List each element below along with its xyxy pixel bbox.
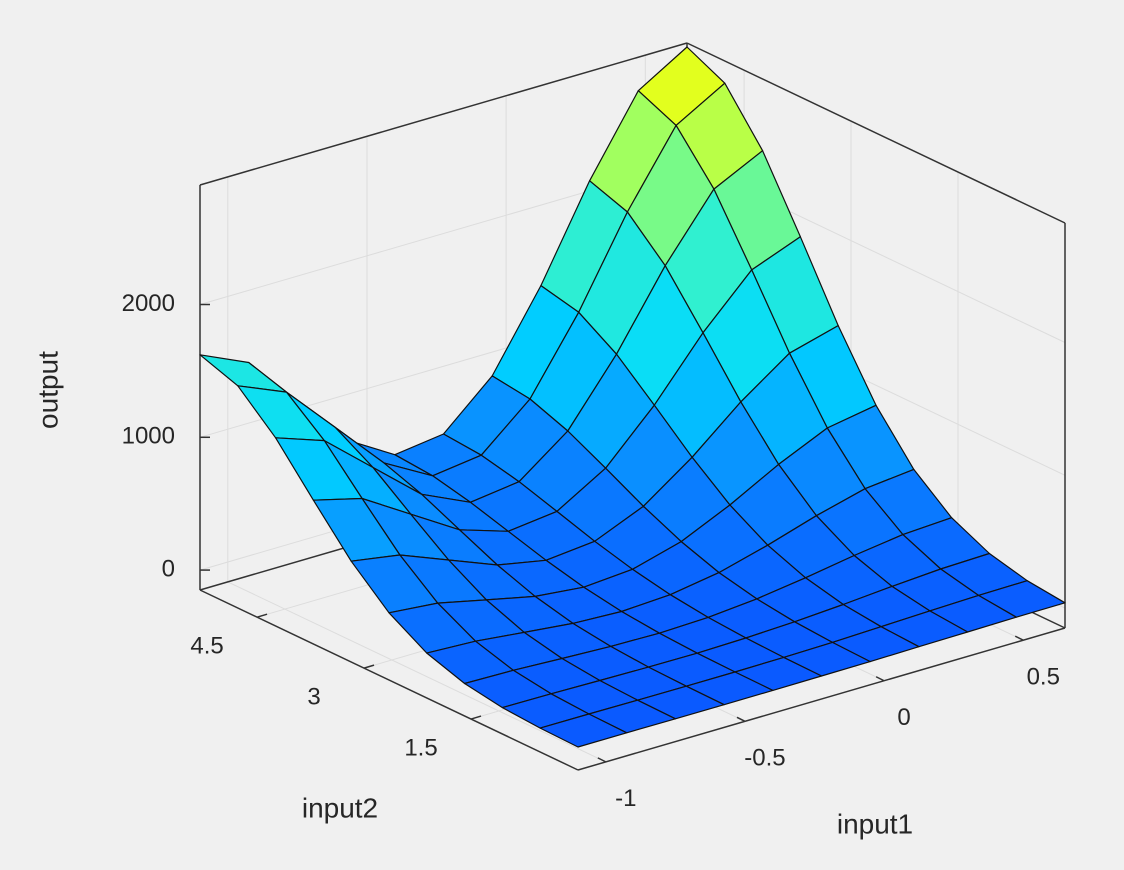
surface-face — [539, 713, 628, 748]
z-tick-label: 1000 — [122, 423, 175, 450]
y-tick-label: 3 — [307, 683, 320, 710]
y-axis-label: input2 — [302, 792, 378, 823]
z-tick-label: 0 — [162, 555, 175, 582]
tick-mark — [597, 757, 607, 763]
tick-mark — [736, 716, 746, 722]
x-tick-label: 0 — [897, 704, 910, 731]
x-tick-label: -0.5 — [744, 745, 785, 772]
tick-mark — [875, 676, 885, 682]
z-axis-label: output — [32, 351, 63, 429]
y-tick-label: 4.5 — [190, 633, 223, 660]
x-tick-label: -1 — [615, 785, 636, 812]
y-tick-label: 1.5 — [404, 734, 437, 761]
tick-mark — [256, 613, 268, 618]
tick-mark — [363, 664, 375, 669]
axis-box — [577, 627, 1066, 771]
axis-box — [686, 42, 1066, 224]
axis-box — [199, 589, 579, 771]
x-axis-label: input1 — [837, 808, 913, 839]
axis-box — [199, 42, 688, 186]
z-tick-label: 2000 — [122, 290, 175, 317]
tick-mark — [1014, 635, 1024, 641]
x-tick-label: 0.5 — [1027, 664, 1060, 691]
tick-mark — [470, 715, 482, 720]
